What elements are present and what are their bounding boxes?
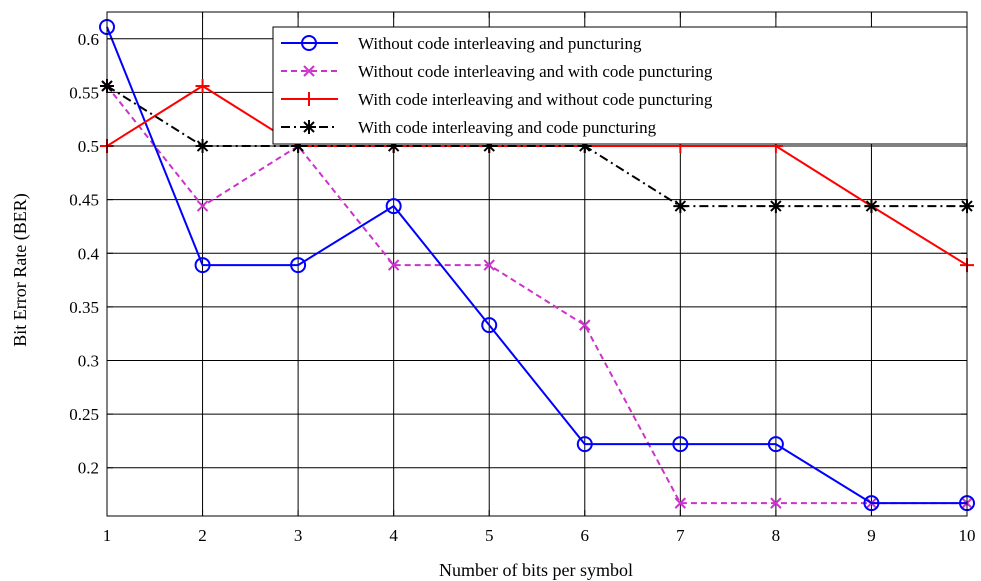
data-point [674, 497, 687, 509]
data-point [770, 497, 782, 509]
data-point [483, 259, 495, 271]
x-tick-label: 10 [959, 526, 976, 545]
data-point [290, 257, 307, 274]
legend-label: Without code interleaving and puncturing [358, 34, 642, 53]
series-line [106, 85, 967, 208]
x-tick-label: 7 [676, 526, 685, 545]
series-line [106, 26, 967, 505]
series-line [106, 85, 967, 505]
x-tick-label: 5 [485, 526, 494, 545]
data-point [291, 139, 306, 154]
data-point [482, 139, 497, 154]
legend-entry: With code interleaving and without code … [281, 90, 713, 109]
x-tick-label: 6 [581, 526, 590, 545]
data-point [302, 92, 316, 106]
data-point [195, 139, 210, 154]
y-tick-label: 0.35 [69, 298, 99, 317]
y-tick-label: 0.3 [78, 352, 99, 371]
y-tick-label: 0.45 [69, 191, 99, 210]
y-tick-label: 0.25 [69, 405, 99, 424]
data-point [196, 200, 209, 212]
y-axis-label: Bit Error Rate (BER) [10, 193, 31, 346]
x-tick-label: 3 [294, 526, 303, 545]
data-point [302, 120, 316, 134]
x-tick-label: 2 [198, 526, 207, 545]
legend-label: With code interleaving and code puncturi… [358, 118, 657, 137]
y-tick-label: 0.2 [78, 459, 99, 478]
data-point [195, 78, 210, 93]
data-point [577, 139, 592, 154]
data-point [672, 436, 689, 453]
data-point [387, 259, 400, 271]
legend-label: With code interleaving and without code … [358, 90, 713, 109]
data-point [301, 35, 317, 51]
data-point [385, 198, 402, 215]
legend-entry: Without code interleaving and puncturing [281, 34, 642, 53]
y-tick-label: 0.4 [78, 244, 100, 263]
data-point [386, 139, 401, 154]
data-point [194, 257, 211, 274]
data-point [579, 319, 591, 331]
y-tick-label: 0.5 [78, 137, 99, 156]
legend: Without code interleaving and puncturing… [272, 26, 968, 145]
x-tick-label: 1 [103, 526, 112, 545]
y-tick-label: 0.55 [69, 83, 99, 102]
data-point [673, 199, 688, 214]
plot-frame [106, 11, 968, 517]
x-tick-label: 4 [389, 526, 398, 545]
data-point [576, 436, 593, 453]
series-line [106, 84, 968, 266]
series-layer [99, 19, 975, 512]
x-tick-label: 8 [772, 526, 781, 545]
x-axis-label: Number of bits per symbol [439, 560, 633, 580]
legend-label: Without code interleaving and with code … [358, 62, 713, 81]
data-point [481, 317, 498, 334]
legend-entry: With code interleaving and code puncturi… [281, 118, 657, 137]
data-point [768, 199, 783, 214]
y-tick-label: 0.6 [78, 30, 99, 49]
x-tick-label: 9 [867, 526, 876, 545]
data-point [864, 199, 879, 214]
data-point [767, 436, 784, 453]
legend-entry: Without code interleaving and with code … [281, 62, 713, 81]
legend-box [272, 26, 968, 145]
data-point [303, 65, 315, 77]
